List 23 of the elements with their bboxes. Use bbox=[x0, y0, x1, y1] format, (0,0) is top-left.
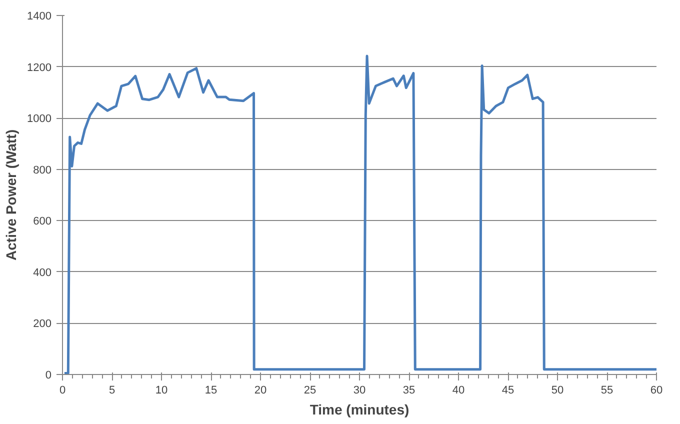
x-tick-label: 15 bbox=[204, 384, 218, 396]
x-tick-label: 40 bbox=[452, 384, 465, 396]
y-tick-label: 1200 bbox=[27, 62, 52, 74]
y-tick-label: 1000 bbox=[27, 113, 52, 126]
x-tick-label: 30 bbox=[353, 384, 366, 396]
y-tick-label: 600 bbox=[33, 216, 52, 228]
x-tick-label: 10 bbox=[155, 384, 168, 396]
x-tick-label: 20 bbox=[254, 384, 267, 396]
x-axis-title: Time (minutes) bbox=[310, 402, 410, 418]
y-tick-label: 0 bbox=[45, 370, 52, 382]
y-axis-title: Active Power (Watt) bbox=[3, 130, 20, 260]
x-tick-label: 25 bbox=[304, 384, 316, 396]
y-tick-label: 1400 bbox=[27, 10, 52, 22]
y-tick-label: 200 bbox=[33, 318, 52, 330]
y-tick-label: 800 bbox=[33, 164, 52, 176]
x-tick-label: 35 bbox=[402, 384, 416, 396]
x-tick-label: 60 bbox=[650, 384, 663, 396]
x-tick-label: 45 bbox=[502, 384, 514, 396]
x-tick-label: 55 bbox=[600, 384, 614, 396]
y-tick-label: 400 bbox=[33, 266, 52, 279]
x-tick-label: 5 bbox=[108, 384, 116, 396]
x-tick-label: 50 bbox=[551, 384, 564, 396]
x-tick-label: 0 bbox=[59, 384, 66, 396]
